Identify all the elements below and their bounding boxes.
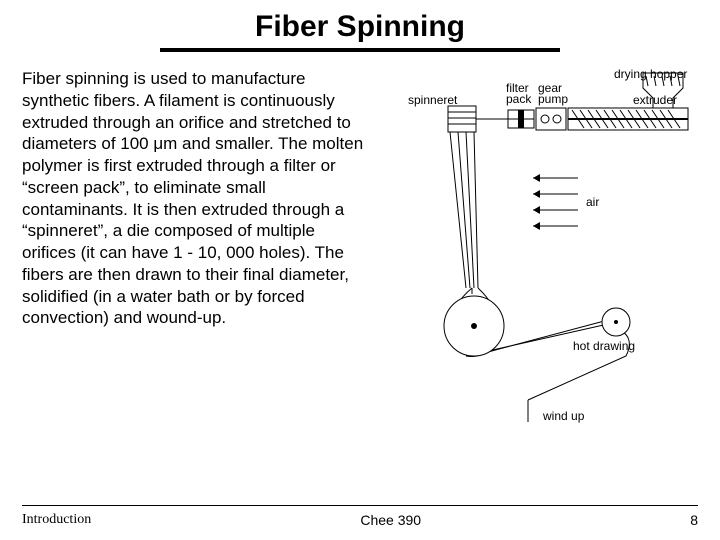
hot-drawing-label: hot drawing bbox=[573, 339, 635, 353]
footer: Introduction Chee 390 8 bbox=[0, 505, 720, 528]
gear-pump-label: gearpump bbox=[538, 81, 568, 106]
spinneret-icon bbox=[448, 106, 476, 132]
roller-left-icon bbox=[444, 296, 504, 356]
air-arrows-icon bbox=[533, 174, 578, 230]
drying-hopper-label: drying hopper bbox=[614, 68, 687, 81]
filter-pack-label: filterpack bbox=[506, 81, 532, 106]
filter-pack-icon bbox=[508, 110, 534, 128]
footer-left: Introduction bbox=[22, 512, 91, 528]
content-row: Fiber spinning is used to manufacture sy… bbox=[0, 52, 720, 433]
body-paragraph: Fiber spinning is used to manufacture sy… bbox=[22, 68, 372, 433]
wind-up-label: wind up bbox=[542, 409, 585, 423]
diagram-container: drying hopper bbox=[372, 68, 698, 433]
gear-pump-icon bbox=[536, 108, 566, 130]
extruder-label: extruder bbox=[633, 93, 677, 107]
footer-rule bbox=[22, 505, 698, 506]
extruder-icon bbox=[568, 108, 688, 130]
fiber-spinning-diagram: drying hopper bbox=[378, 68, 698, 428]
spinneret-label: spinneret bbox=[408, 93, 458, 107]
air-label: air bbox=[586, 195, 599, 209]
slide-title: Fiber Spinning bbox=[255, 10, 465, 44]
footer-center: Chee 390 bbox=[360, 512, 421, 528]
fiber-lines-icon bbox=[450, 132, 478, 288]
footer-right: 8 bbox=[690, 512, 698, 528]
roller-right-icon bbox=[602, 308, 630, 336]
title-block: Fiber Spinning bbox=[0, 0, 720, 52]
